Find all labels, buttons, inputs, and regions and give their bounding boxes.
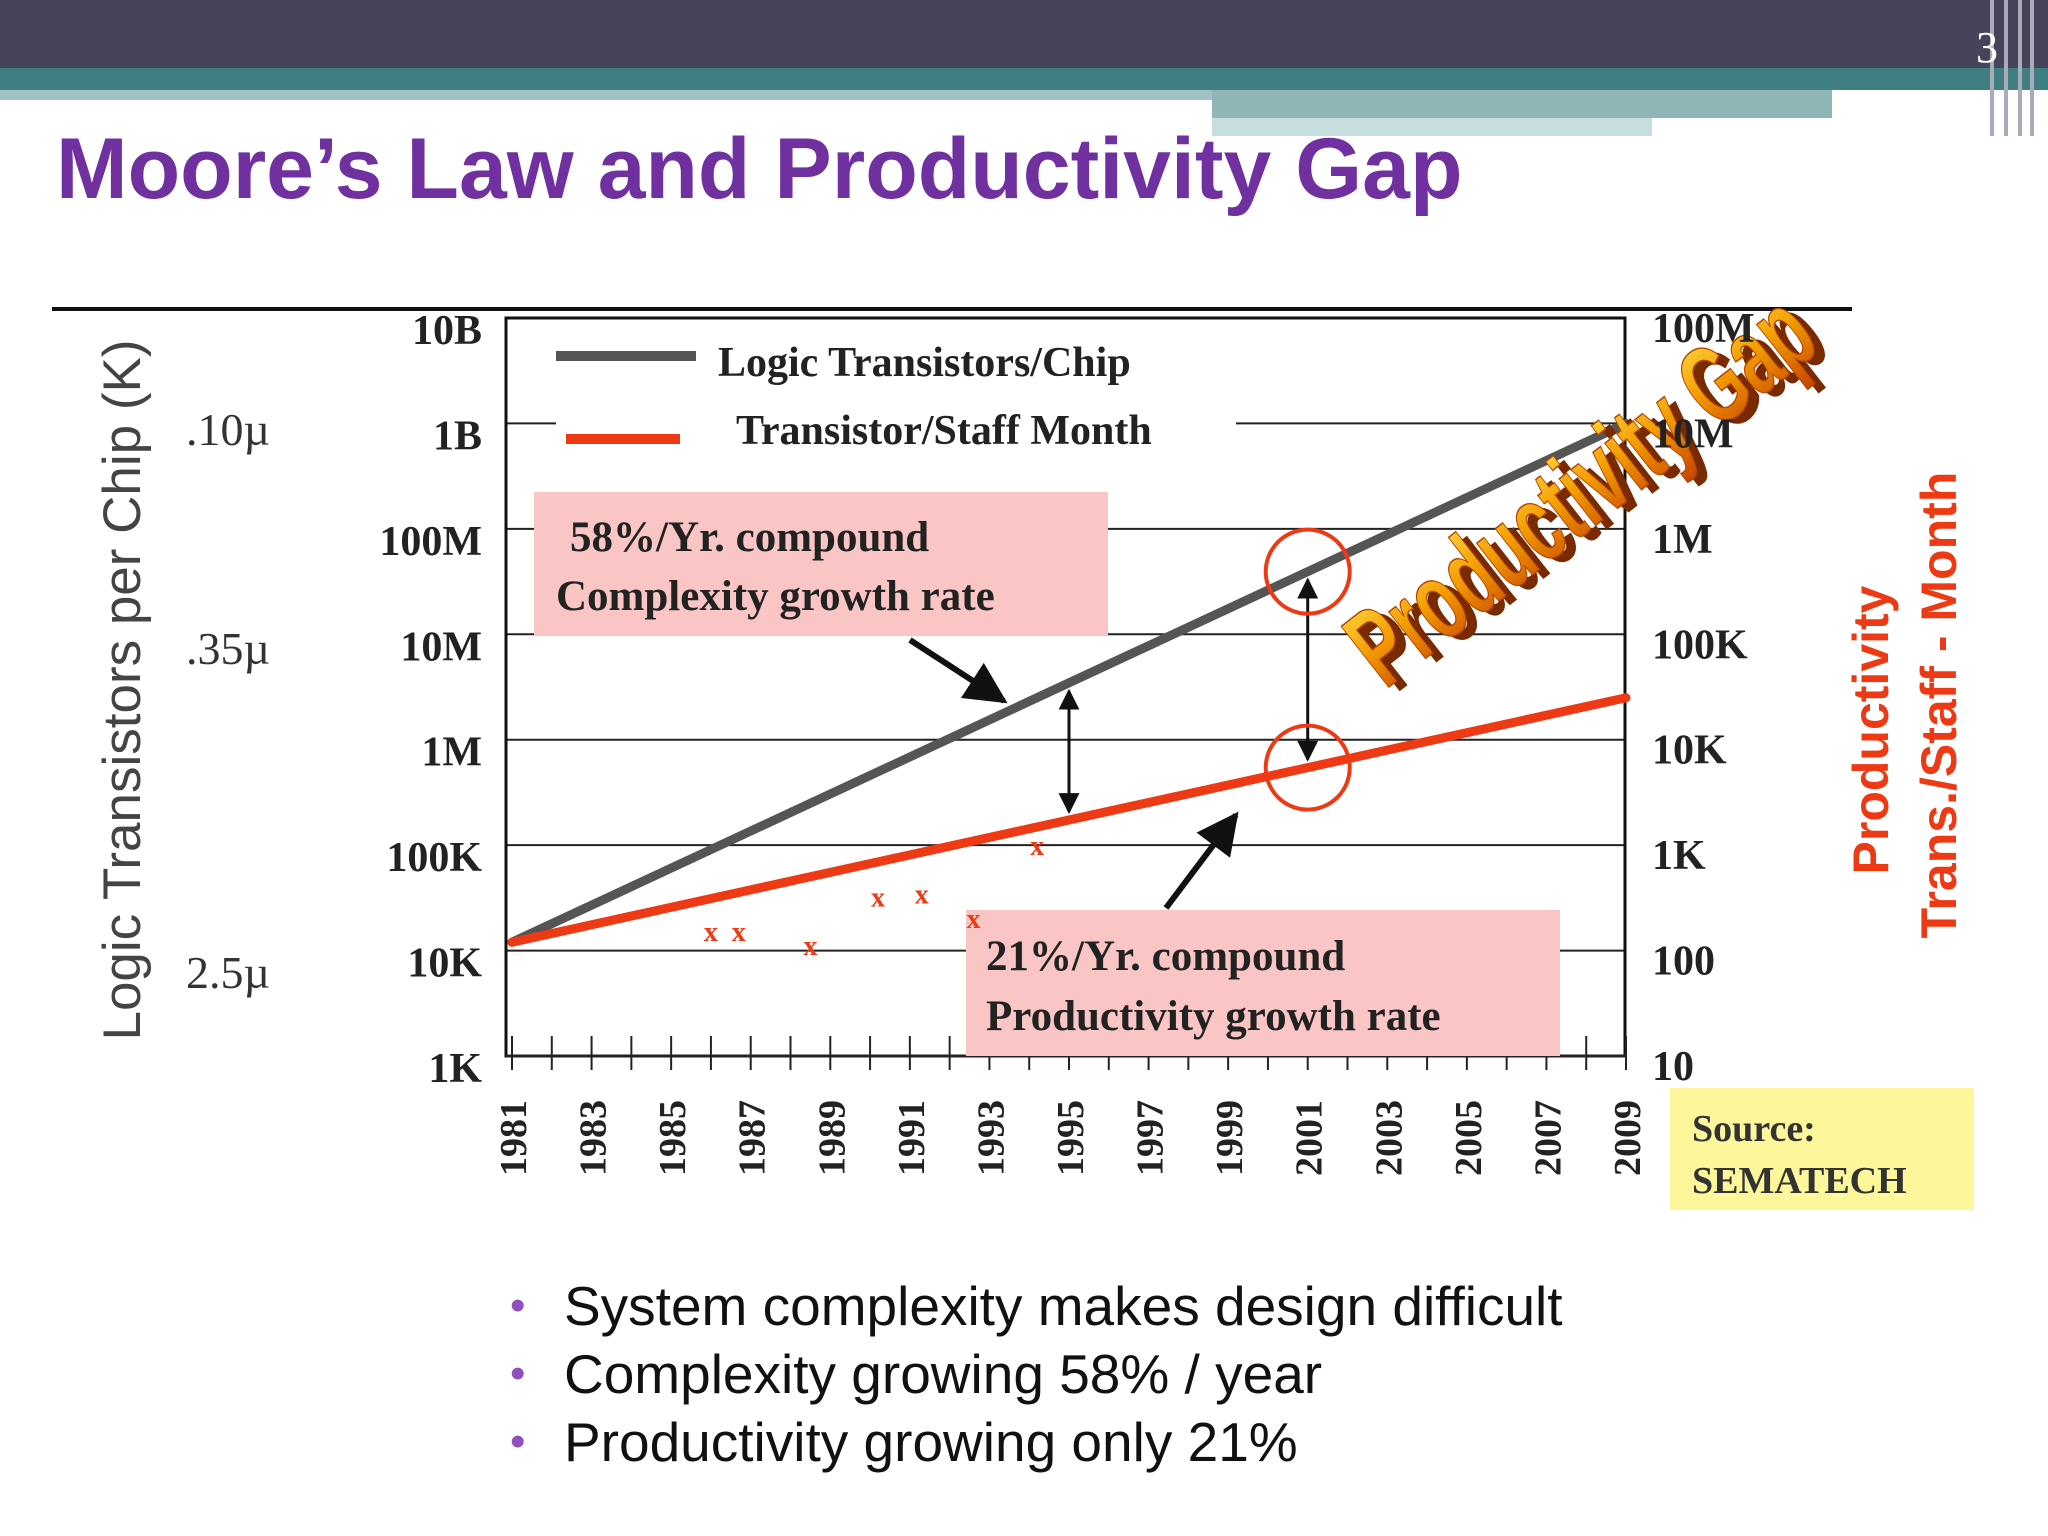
arrow-productivity-pointer bbox=[1163, 811, 1239, 910]
header-stripe bbox=[2004, 0, 2008, 136]
productivity-gap-label: Productivity Gap Productivity Gap bbox=[1322, 268, 1848, 713]
header-light-band-right bbox=[1212, 90, 1832, 118]
x-tick-label: 1991 bbox=[891, 1100, 933, 1176]
y-right-tick-label: 10M bbox=[1652, 411, 1734, 457]
page-number: 3 bbox=[1976, 23, 1998, 72]
feature-size-label: .35µ bbox=[186, 623, 270, 674]
y-left-tick-label: 1B bbox=[433, 413, 482, 459]
y-left-tick-label: 1M bbox=[421, 730, 482, 776]
x-tick-label: 2009 bbox=[1607, 1100, 1649, 1176]
productivity-gap-text: Productivity Gap bbox=[1323, 268, 1838, 709]
x-tick-label: 1999 bbox=[1209, 1100, 1251, 1176]
bullet-text: Productivity growing only 21% bbox=[564, 1411, 1298, 1473]
y-right-tick-label: 1M bbox=[1652, 517, 1713, 563]
x-tick-label: 1993 bbox=[970, 1100, 1012, 1176]
bullet-text: Complexity growing 58% / year bbox=[564, 1343, 1323, 1405]
series-line bbox=[507, 693, 1631, 947]
gap-markers bbox=[1058, 527, 1352, 815]
x-tick-label: 1997 bbox=[1130, 1100, 1172, 1176]
x-tick-label: 1989 bbox=[811, 1100, 853, 1176]
bullet-item: • Productivity growing only 21% bbox=[500, 1408, 1563, 1476]
y-right-tick-label: 10K bbox=[1652, 728, 1727, 774]
annotation-complexity-line1: 58%/Yr. compound bbox=[570, 514, 929, 561]
scatter-point: x bbox=[967, 904, 981, 935]
bullet-text: System complexity makes design difficult bbox=[564, 1275, 1563, 1337]
y-right-tick-label: 100 bbox=[1652, 939, 1715, 985]
x-tick-label: 2007 bbox=[1527, 1100, 1569, 1176]
y-right-tick-label: 1K bbox=[1652, 833, 1706, 879]
header-stripe bbox=[2018, 0, 2022, 136]
x-tick-label: 2001 bbox=[1289, 1100, 1331, 1176]
scatter-point: x bbox=[915, 880, 929, 911]
x-tick-labels: 1981 1983 1985 1987 1989 1991 1993 1995 1997 1999… bbox=[493, 1100, 1649, 1176]
source-box bbox=[1670, 1088, 1974, 1210]
y-left-axis-title: Logic Transistors per Chip (K) bbox=[93, 339, 152, 1040]
slide-title: Moore’s Law and Productivity Gap bbox=[56, 121, 1463, 217]
feature-size-label: 2.5µ bbox=[186, 947, 270, 998]
x-tick-label: 1985 bbox=[652, 1100, 694, 1176]
header-band bbox=[0, 0, 2048, 68]
gap-circle bbox=[1263, 723, 1352, 812]
x-tick-label: 1995 bbox=[1050, 1100, 1092, 1176]
y-right-tick-labels: 100M 10M 1M 100K 10K 1K 100 10 bbox=[1652, 306, 1755, 1090]
y-right-axis-title-line2: Trans./Staff - Month bbox=[1911, 472, 1967, 939]
y-left-tick-label: 100M bbox=[379, 519, 482, 565]
legend-label-staff: Transistor/Staff Month bbox=[736, 408, 1152, 454]
y-right-tick-label: 10 bbox=[1652, 1044, 1694, 1090]
feature-size-label: .10µ bbox=[186, 404, 270, 455]
x-tick-label: 1983 bbox=[573, 1100, 615, 1176]
series-line bbox=[507, 418, 1631, 947]
y-left-tick-label: 100K bbox=[386, 835, 482, 881]
annotation-productivity-line2: Productivity growth rate bbox=[986, 993, 1441, 1040]
legend-label-logic: Logic Transistors/Chip bbox=[718, 340, 1131, 386]
scatter-point: x bbox=[704, 917, 718, 948]
scatter-point: x bbox=[1030, 831, 1044, 862]
y-right-tick-label: 100M bbox=[1652, 306, 1755, 352]
bullet-dot-icon: • bbox=[510, 1349, 526, 1398]
header-stripe bbox=[1990, 0, 1994, 136]
header-light-band bbox=[0, 90, 1212, 100]
bullet-item: • System complexity makes design difficul… bbox=[500, 1272, 1563, 1340]
arrow-complexity-pointer bbox=[908, 637, 1008, 704]
y-left-tick-label: 10M bbox=[400, 624, 482, 670]
bullet-item: • Complexity growing 58% / year bbox=[500, 1340, 1563, 1408]
gap-circle bbox=[1263, 527, 1352, 616]
scatter-point: x bbox=[871, 882, 885, 913]
y-left-tick-label: 1K bbox=[428, 1046, 482, 1092]
x-tick-label: 1987 bbox=[732, 1100, 774, 1176]
source-name: SEMATECH bbox=[1692, 1160, 1907, 1202]
header-light-band-step bbox=[1212, 118, 1652, 136]
y-left-tick-label: 10B bbox=[412, 308, 482, 354]
annotation-box-complexity bbox=[534, 492, 1108, 636]
annotation-complexity-line2: Complexity growth rate bbox=[556, 573, 995, 620]
y-left-tick-label: 10K bbox=[407, 941, 482, 987]
y-right-tick-label: 100K bbox=[1652, 622, 1748, 668]
x-tick-label: 2003 bbox=[1368, 1100, 1410, 1176]
annotation-productivity-line1: 21%/Yr. compound bbox=[986, 933, 1345, 980]
bullet-dot-icon: • bbox=[510, 1281, 526, 1330]
scatter-point: x bbox=[803, 931, 817, 962]
bullet-list: • System complexity makes design difficul… bbox=[500, 1272, 1563, 1476]
scatter-point: x bbox=[732, 917, 746, 948]
feature-size-labels: .10µ .35µ 2.5µ bbox=[186, 404, 270, 998]
bullet-dot-icon: • bbox=[510, 1417, 526, 1466]
header-teal-band bbox=[0, 68, 2048, 90]
header-stripe bbox=[2030, 0, 2034, 136]
y-right-axis-title-line1: Productivity bbox=[1843, 585, 1899, 874]
x-tick-label: 1981 bbox=[493, 1100, 535, 1176]
annotation-box-productivity bbox=[966, 910, 1560, 1056]
source-label: Source: bbox=[1692, 1108, 1816, 1150]
y-left-tick-labels: 10B 1B 100M 10M 1M 100K 10K 1K bbox=[379, 308, 482, 1092]
x-tick-label: 2005 bbox=[1448, 1100, 1490, 1176]
series: x x xx xxx bbox=[507, 418, 1631, 962]
